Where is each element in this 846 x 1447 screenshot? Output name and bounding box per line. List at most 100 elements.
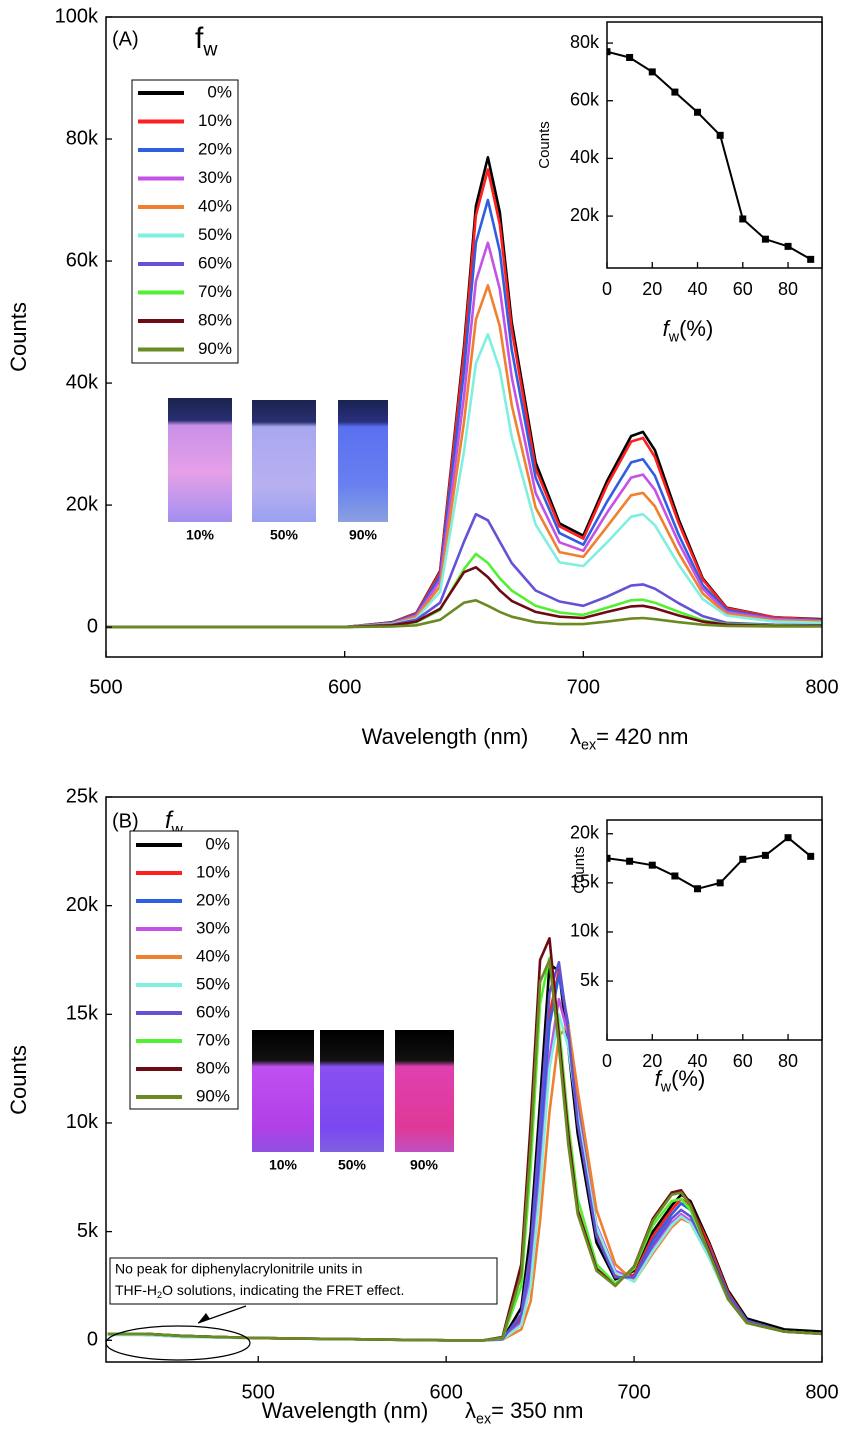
legend-label: 70%	[196, 1030, 230, 1049]
legend-label: 60%	[198, 253, 232, 272]
series-line	[106, 566, 822, 629]
marker	[671, 88, 679, 96]
legend-label: 40%	[198, 196, 232, 215]
inset-background	[607, 820, 822, 1040]
marker	[626, 857, 634, 865]
marker	[716, 879, 724, 887]
excitation-label-part: ex	[476, 1411, 491, 1427]
vial-photos-b: 10% 50% 90%	[252, 1030, 454, 1173]
x-axis-title: fw(%)	[663, 316, 714, 346]
marker	[716, 131, 724, 139]
legend-box	[129, 830, 239, 1110]
marker	[807, 852, 815, 860]
legend-title: fw	[195, 22, 218, 61]
marker	[671, 872, 679, 880]
vial	[320, 1030, 384, 1152]
x-tick-label: 800	[805, 676, 838, 698]
y-tick-label: 100k	[55, 5, 99, 27]
y-tick-label: 15k	[570, 872, 600, 892]
marker	[694, 885, 702, 893]
legend-label: 90%	[196, 1086, 230, 1105]
legend-label: 30%	[198, 168, 232, 187]
photo-label: 50%	[270, 527, 299, 543]
legend-label: 0%	[205, 834, 230, 853]
y-tick-label: 5k	[580, 970, 600, 990]
photo-label: 10%	[269, 1157, 298, 1173]
marker	[807, 255, 815, 263]
photo-label: 10%	[186, 527, 215, 543]
series-line	[106, 599, 822, 629]
y-tick-label: 80k	[570, 32, 600, 52]
annotation-arrowhead	[198, 1313, 210, 1323]
panel-label: (B)	[112, 810, 139, 832]
photo-label: 90%	[349, 527, 378, 543]
marker	[648, 861, 656, 869]
y-tick-label: 10k	[66, 1111, 99, 1133]
photo-label: 90%	[410, 1157, 439, 1173]
x-tick-label: 500	[89, 676, 122, 698]
y-tick-label: 60k	[66, 249, 99, 271]
legend-label: 10%	[198, 111, 232, 130]
excitation-label-part: ex	[581, 737, 596, 753]
vial	[252, 1030, 314, 1152]
legend-label: 70%	[198, 282, 232, 301]
excitation-label: λex= 350 nm	[465, 1398, 583, 1428]
x-tick-label: 60	[733, 279, 753, 299]
x-axis-title-part: w	[660, 1079, 672, 1095]
legend-label: 50%	[196, 974, 230, 993]
y-axis-title: Counts	[6, 302, 31, 372]
y-tick-label: 10k	[570, 921, 600, 941]
legend-label: 10%	[196, 862, 230, 881]
legend-title-part: f	[195, 22, 204, 55]
excitation-label-part: = 350 nm	[491, 1398, 583, 1423]
y-tick-label: 60k	[570, 89, 600, 109]
vial	[168, 398, 232, 522]
marker	[694, 108, 702, 116]
x-tick-label: 80	[778, 279, 798, 299]
y-tick-label: 20k	[570, 823, 600, 843]
legend-label: 30%	[196, 918, 230, 937]
excitation-label: λex= 420 nm	[570, 724, 688, 754]
marker	[784, 242, 792, 250]
inset-background	[607, 22, 822, 268]
annotation-text: THF-H2O solutions, indicating the FRET e…	[115, 1282, 404, 1301]
x-tick-label: 500	[242, 1381, 275, 1403]
annotation-ellipse	[105, 1325, 251, 1361]
axes-frame	[105, 16, 823, 658]
x-tick-label: 600	[429, 1381, 462, 1403]
legend-title-part: f	[165, 807, 174, 834]
y-tick-label: 20k	[570, 205, 600, 225]
x-axis-title-part: f	[655, 1066, 664, 1091]
y-axis-title: Counts	[536, 121, 553, 169]
axes-frame	[606, 21, 823, 269]
excitation-label-part: λ	[570, 724, 581, 749]
legend-label: 80%	[196, 1058, 230, 1077]
annotation-box	[109, 1257, 498, 1305]
x-tick-label: 40	[688, 279, 708, 299]
x-axis-title-part: w	[668, 329, 680, 345]
y-tick-label: 5k	[77, 1220, 99, 1242]
series-line	[607, 50, 812, 261]
annotation-text-part: THF-H	[115, 1282, 157, 1298]
legend-label: 60%	[196, 1002, 230, 1021]
annotation-text-part: O solutions, indicating the FRET effect.	[162, 1282, 404, 1298]
annotation-text-part: 2	[157, 1290, 162, 1300]
legend-label: 20%	[196, 890, 230, 909]
legend-label: 50%	[198, 225, 232, 244]
vial-photos-a: 10% 50% 90%	[168, 398, 388, 543]
vial	[395, 1030, 454, 1152]
x-tick-label: 0	[602, 279, 612, 299]
excitation-label-part: λ	[465, 1398, 476, 1423]
y-tick-label: 15k	[66, 1003, 99, 1025]
marker	[626, 53, 634, 61]
marker	[739, 855, 747, 863]
plot-area	[607, 48, 815, 263]
x-tick-label: 800	[805, 1381, 838, 1403]
x-tick-label: 0	[602, 1051, 612, 1071]
plot-area	[107, 937, 822, 1342]
y-axis-title: Counts	[571, 846, 588, 894]
y-tick-label: 25k	[66, 785, 99, 807]
excitation-label-part: = 420 nm	[596, 724, 688, 749]
photo-label: 50%	[338, 1157, 367, 1173]
